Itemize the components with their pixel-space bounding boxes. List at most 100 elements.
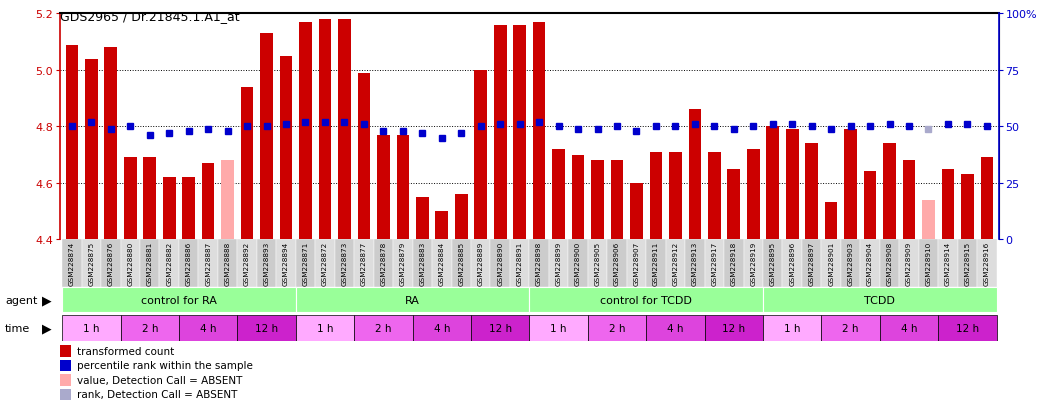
Text: GSM228900: GSM228900	[575, 241, 581, 285]
Bar	[588, 240, 607, 287]
Bar	[279, 57, 293, 240]
Bar	[670, 152, 682, 240]
Bar	[357, 74, 371, 240]
Text: GSM228914: GSM228914	[945, 241, 951, 285]
Bar	[708, 152, 720, 240]
Bar	[62, 315, 120, 341]
Text: GSM228897: GSM228897	[809, 241, 815, 285]
Bar	[393, 240, 412, 287]
Bar	[938, 315, 996, 341]
Text: GSM228894: GSM228894	[283, 241, 289, 285]
Text: GSM228916: GSM228916	[984, 241, 990, 285]
Text: GSM228899: GSM228899	[555, 241, 562, 285]
Text: 4 h: 4 h	[667, 323, 684, 333]
Bar	[452, 240, 471, 287]
Bar	[786, 130, 798, 240]
Bar	[510, 240, 529, 287]
Bar	[728, 169, 740, 240]
Bar	[120, 315, 179, 341]
Bar	[276, 240, 296, 287]
Bar	[183, 178, 195, 240]
Text: agent: agent	[5, 295, 37, 305]
Bar	[650, 152, 662, 240]
Bar	[124, 158, 137, 240]
Bar	[552, 150, 565, 240]
Text: control for RA: control for RA	[141, 295, 217, 305]
Bar	[416, 197, 429, 240]
Text: GSM228877: GSM228877	[361, 241, 366, 285]
Text: rank, Detection Call = ABSENT: rank, Detection Call = ABSENT	[77, 389, 238, 399]
Text: 2 h: 2 h	[375, 323, 391, 333]
Text: GSM228906: GSM228906	[614, 241, 620, 285]
Bar	[763, 315, 821, 341]
Bar	[62, 287, 296, 313]
Bar	[412, 240, 432, 287]
Bar	[316, 240, 334, 287]
Bar	[610, 161, 623, 240]
Bar	[221, 161, 234, 240]
Bar	[160, 240, 179, 287]
Bar	[841, 240, 861, 287]
Text: 12 h: 12 h	[956, 323, 979, 333]
Bar	[899, 240, 919, 287]
Text: 12 h: 12 h	[255, 323, 278, 333]
Bar	[179, 315, 238, 341]
Bar	[494, 26, 507, 240]
Bar	[101, 240, 120, 287]
Bar	[861, 240, 880, 287]
Bar	[256, 240, 276, 287]
Bar	[319, 20, 331, 240]
Bar	[334, 240, 354, 287]
Text: 1 h: 1 h	[550, 323, 567, 333]
Bar	[532, 23, 545, 240]
Text: ▶: ▶	[43, 293, 52, 306]
Bar	[572, 155, 584, 240]
Text: 4 h: 4 h	[434, 323, 450, 333]
Bar	[85, 59, 98, 240]
Bar	[685, 240, 705, 287]
Text: time: time	[5, 323, 30, 333]
Bar	[825, 203, 838, 240]
Bar	[630, 183, 643, 240]
Bar	[607, 240, 627, 287]
Bar	[354, 240, 374, 287]
Bar	[296, 315, 354, 341]
Text: 2 h: 2 h	[843, 323, 858, 333]
Bar	[763, 240, 783, 287]
Bar	[627, 240, 647, 287]
Text: GDS2965 / Dr.21845.1.A1_at: GDS2965 / Dr.21845.1.A1_at	[60, 10, 240, 23]
Bar	[919, 240, 938, 287]
Text: GSM228886: GSM228886	[186, 241, 192, 285]
Bar	[569, 240, 588, 287]
Text: 1 h: 1 h	[83, 323, 100, 333]
Bar	[140, 240, 160, 287]
Text: GSM228884: GSM228884	[439, 241, 444, 285]
Bar	[374, 240, 393, 287]
Bar	[592, 161, 604, 240]
Text: GSM228918: GSM228918	[731, 241, 737, 285]
Bar	[725, 240, 743, 287]
Bar	[938, 240, 958, 287]
Text: GSM228909: GSM228909	[906, 241, 912, 285]
Text: 2 h: 2 h	[608, 323, 625, 333]
Text: GSM228888: GSM228888	[224, 241, 230, 285]
Bar	[241, 88, 253, 240]
Text: GSM228890: GSM228890	[497, 241, 503, 285]
Text: GSM228893: GSM228893	[264, 241, 270, 285]
Bar	[665, 240, 685, 287]
Bar	[981, 158, 993, 240]
Text: GSM228907: GSM228907	[633, 241, 639, 285]
Text: value, Detection Call = ABSENT: value, Detection Call = ABSENT	[77, 375, 242, 385]
Bar	[958, 240, 977, 287]
Bar	[474, 71, 487, 240]
Bar	[821, 240, 841, 287]
Bar	[514, 26, 526, 240]
Text: GSM228913: GSM228913	[692, 241, 698, 285]
Bar	[903, 161, 916, 240]
Bar	[961, 175, 974, 240]
Text: GSM228912: GSM228912	[673, 241, 679, 285]
Text: GSM228901: GSM228901	[828, 241, 835, 285]
Text: GSM228889: GSM228889	[477, 241, 484, 285]
Text: transformed count: transformed count	[77, 346, 174, 356]
Text: 1 h: 1 h	[317, 323, 333, 333]
